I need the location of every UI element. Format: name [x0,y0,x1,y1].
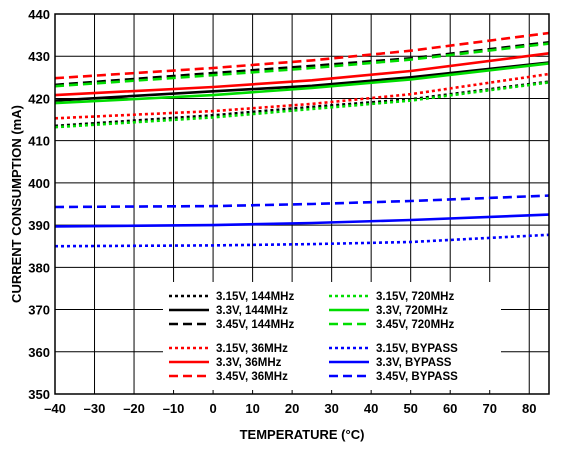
legend-label: 3.3V, 144MHz [216,305,288,317]
legend-label: 3.15V, 36MHz [216,343,288,355]
series-line [54,61,550,102]
legend-label: 3.3V, 720MHz [376,305,448,317]
x-tick-label: 70 [482,401,496,416]
x-axis-title: TEMPERATURE (°C) [240,427,365,442]
y-tick-label: 360 [28,345,50,360]
x-tick-label: 40 [364,401,378,416]
y-axis-title: CURRENT CONSUMPTION (mA) [9,105,24,303]
y-tick-label: 400 [28,176,50,191]
series-line [54,194,550,209]
legend-label: 3.15V, 720MHz [376,291,454,303]
series-line [54,41,550,87]
y-tick-label: 350 [28,387,50,402]
x-tick-label: –10 [163,401,185,416]
x-tick-label: –30 [84,401,106,416]
x-tick-label: –40 [44,401,66,416]
legend-label: 3.45V, 720MHz [376,319,454,331]
plot-frame [54,13,550,395]
y-tick-label: 390 [28,218,50,233]
legend-label: 3.45V, 144MHz [216,319,294,331]
series-line [54,42,550,88]
y-tick-label: 410 [28,134,50,149]
legend-label: 3.3V, BYPASS [376,357,452,369]
series-line [54,81,550,129]
x-tick-label: 20 [285,401,299,416]
y-tick-label: 440 [28,7,50,22]
x-tick-label: –20 [123,401,145,416]
legend-label: 3.45V, BYPASS [376,371,458,383]
y-tick-label: 420 [28,91,50,106]
y-tick-label: 380 [28,260,50,275]
series-line [54,213,550,228]
legend-box [163,282,501,390]
legend: 3.15V, 144MHz 3.3V, 144MHz 3.45V, 144MHz 3.… [163,282,501,390]
x-tick-label: 30 [324,401,338,416]
series-layer [54,31,550,248]
series-line [54,72,550,120]
y-tick-label: 370 [28,303,50,318]
legend-label: 3.15V, 144MHz [216,291,294,303]
x-tick-label: 80 [522,401,536,416]
x-tick-label: 60 [443,401,457,416]
x-tick-label: 50 [403,401,417,416]
legend-label: 3.3V, 36MHz [216,357,282,369]
x-tick-label: 0 [209,401,216,416]
x-tick-labels: –40 –30 –20 –10 0 10 20 30 40 50 60 70 80 [44,401,536,416]
legend-label: 3.45V, 36MHz [216,371,288,383]
y-tick-labels: 350 360 370 380 390 400 410 420 430 440 [28,7,50,402]
y-tick-label: 430 [28,49,50,64]
series-line [54,52,550,97]
legend-label: 3.15V, BYPASS [376,343,458,355]
series-line [54,62,550,105]
series-line [54,31,550,80]
x-tick-label: 10 [245,401,259,416]
